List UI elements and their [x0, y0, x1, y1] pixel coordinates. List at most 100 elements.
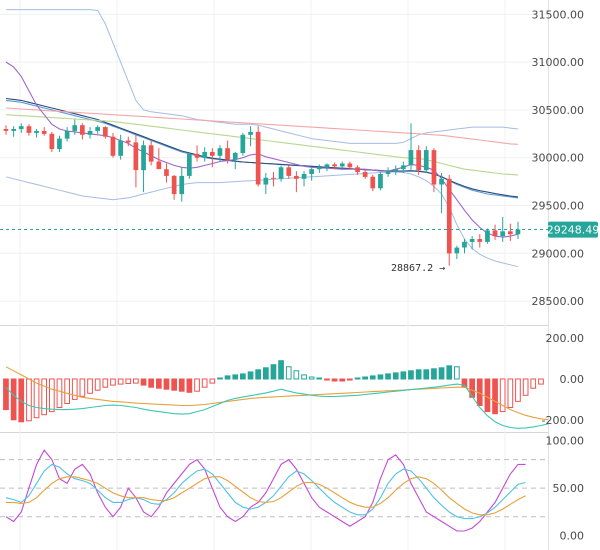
- macd-histogram-bar[interactable]: [18, 378, 25, 423]
- candle[interactable]: [515, 221, 521, 239]
- macd-histogram-bar[interactable]: [507, 378, 514, 408]
- macd-histogram-bar[interactable]: [392, 372, 399, 380]
- macd-histogram-bar[interactable]: [308, 376, 315, 380]
- candle[interactable]: [454, 245, 460, 260]
- candle[interactable]: [401, 161, 406, 174]
- macd-histogram-bar[interactable]: [515, 378, 521, 402]
- candle[interactable]: [3, 125, 9, 135]
- candle[interactable]: [232, 151, 238, 170]
- candle[interactable]: [41, 127, 47, 136]
- candle[interactable]: [57, 135, 62, 152]
- macd-histogram-bar[interactable]: [125, 378, 132, 384]
- macd-histogram-bar[interactable]: [140, 378, 147, 386]
- macd-histogram-bar[interactable]: [224, 375, 231, 380]
- macd-histogram-bar[interactable]: [270, 364, 277, 380]
- candle[interactable]: [26, 124, 32, 136]
- candle[interactable]: [385, 167, 391, 177]
- macd-histogram-bar[interactable]: [3, 378, 9, 411]
- candle[interactable]: [500, 216, 505, 242]
- candle[interactable]: [286, 165, 292, 179]
- candle[interactable]: [133, 134, 139, 188]
- candle[interactable]: [378, 172, 383, 191]
- candle[interactable]: [309, 167, 314, 181]
- macd-histogram-bar[interactable]: [26, 378, 32, 422]
- candle[interactable]: [18, 123, 24, 133]
- candle[interactable]: [110, 132, 116, 158]
- candle[interactable]: [156, 148, 162, 170]
- macd-histogram-bar[interactable]: [41, 378, 47, 416]
- candle[interactable]: [370, 174, 376, 192]
- candle[interactable]: [187, 152, 192, 179]
- macd-histogram-bar[interactable]: [87, 378, 93, 394]
- macd-histogram-bar[interactable]: [178, 378, 185, 392]
- candle[interactable]: [301, 171, 307, 187]
- macd-histogram-bar[interactable]: [492, 378, 498, 415]
- macd-histogram-bar[interactable]: [499, 378, 506, 413]
- candle[interactable]: [263, 173, 269, 195]
- macd-histogram-bar[interactable]: [163, 378, 170, 390]
- candle[interactable]: [171, 174, 177, 200]
- macd-histogram-bar[interactable]: [530, 378, 537, 389]
- candle[interactable]: [316, 164, 322, 174]
- candle[interactable]: [324, 163, 330, 172]
- macd-histogram-bar[interactable]: [408, 370, 414, 380]
- macd-histogram-bar[interactable]: [301, 374, 307, 380]
- candle[interactable]: [179, 167, 185, 202]
- candle[interactable]: [103, 126, 108, 139]
- candle[interactable]: [339, 161, 345, 171]
- macd-histogram-bar[interactable]: [446, 365, 453, 380]
- macd-histogram-bar[interactable]: [133, 378, 139, 384]
- candle[interactable]: [118, 134, 123, 160]
- macd-histogram-bar[interactable]: [71, 378, 78, 400]
- candle[interactable]: [362, 169, 368, 179]
- last-price-badge[interactable]: [548, 221, 598, 238]
- macd-histogram-bar[interactable]: [217, 377, 223, 380]
- macd-histogram-bar[interactable]: [331, 378, 338, 382]
- candle[interactable]: [469, 236, 475, 250]
- macd-histogram-bar[interactable]: [201, 378, 208, 388]
- macd-histogram-bar[interactable]: [49, 378, 55, 413]
- macd-histogram-bar[interactable]: [538, 378, 544, 385]
- macd-histogram-bar[interactable]: [240, 373, 246, 380]
- candle[interactable]: [332, 162, 337, 170]
- candle[interactable]: [64, 127, 70, 142]
- candle[interactable]: [164, 163, 169, 183]
- macd-histogram-bar[interactable]: [377, 374, 384, 380]
- macd-histogram-bar[interactable]: [316, 377, 323, 380]
- macd-histogram-bar[interactable]: [431, 368, 437, 380]
- macd-histogram-bar[interactable]: [278, 360, 284, 380]
- macd-histogram-bar[interactable]: [438, 367, 445, 380]
- macd-histogram-bar[interactable]: [263, 367, 269, 380]
- macd-histogram-bar[interactable]: [102, 378, 109, 388]
- macd-histogram-bar[interactable]: [110, 378, 116, 386]
- macd-histogram-bar[interactable]: [324, 378, 330, 381]
- macd-histogram-bar[interactable]: [247, 371, 254, 380]
- candle[interactable]: [87, 127, 93, 139]
- candle[interactable]: [446, 174, 452, 266]
- macd-histogram-bar[interactable]: [285, 366, 292, 380]
- candle[interactable]: [408, 123, 414, 172]
- candle[interactable]: [416, 145, 421, 175]
- candle[interactable]: [194, 145, 200, 162]
- macd-histogram-bar[interactable]: [255, 369, 262, 380]
- candle[interactable]: [125, 136, 131, 147]
- candle[interactable]: [393, 165, 399, 175]
- macd-histogram-bar[interactable]: [148, 378, 155, 388]
- candles[interactable]: [3, 119, 521, 266]
- macd-histogram-bar[interactable]: [293, 370, 300, 380]
- macd-histogram-bar[interactable]: [369, 375, 376, 380]
- macd-histogram-bar[interactable]: [117, 378, 124, 385]
- candle[interactable]: [508, 223, 513, 241]
- macd-histogram-bar[interactable]: [484, 378, 491, 413]
- candle[interactable]: [34, 129, 39, 138]
- candle[interactable]: [355, 165, 360, 175]
- candle[interactable]: [225, 140, 230, 164]
- macd-histogram-bar[interactable]: [339, 378, 346, 382]
- candle[interactable]: [72, 119, 78, 135]
- macd-histogram-bar[interactable]: [423, 369, 430, 380]
- macd-histogram-bar[interactable]: [33, 378, 40, 419]
- macd-histogram-bar[interactable]: [94, 378, 101, 391]
- candle[interactable]: [347, 161, 353, 170]
- candle[interactable]: [431, 148, 437, 193]
- candle[interactable]: [294, 171, 299, 193]
